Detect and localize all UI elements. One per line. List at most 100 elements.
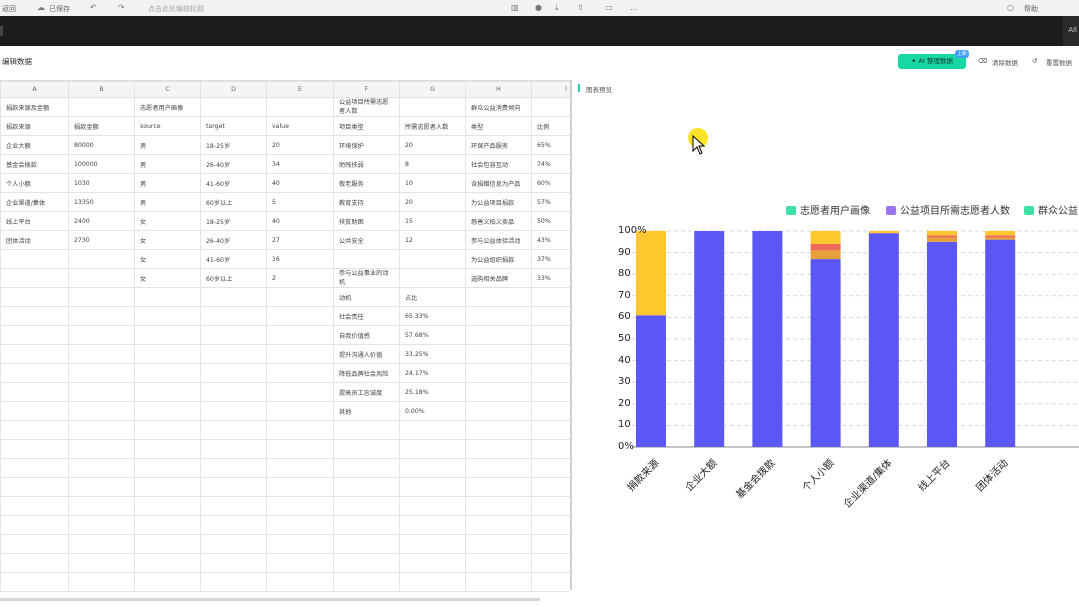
sheet-cell[interactable]: 26-40岁 [200,230,267,250]
sheet-cell[interactable] [0,553,69,573]
column-header[interactable]: G [399,81,466,98]
reset-data-button[interactable]: 重置数据 [1046,59,1072,67]
clear-data-button[interactable]: 清除数据 [992,59,1018,67]
column-header[interactable]: F [333,81,400,98]
sheet-cell[interactable]: 40 [266,173,334,193]
sheet-cell[interactable]: 16 [266,249,334,269]
sheet-cell[interactable] [134,363,201,383]
sheet-cell[interactable]: 教育支持 [333,192,400,212]
present-icon[interactable]: ▭ [605,3,613,12]
sheet-cell[interactable] [200,97,267,117]
sheet-cell[interactable] [531,439,570,459]
sheet-cell[interactable] [200,306,267,326]
sheet-cell[interactable]: 57% [531,192,570,212]
sheet-cell[interactable] [266,439,334,459]
sheet-cell[interactable]: 41-60岁 [200,249,267,269]
panel-divider[interactable] [570,80,572,590]
sheet-cell[interactable] [465,553,532,573]
sheet-cell[interactable] [531,496,570,516]
sheet-cell[interactable] [0,268,69,288]
sheet-cell[interactable]: 含捐赠信息为产品 [465,173,532,193]
sheet-cell[interactable]: 10 [399,173,466,193]
sheet-cell[interactable] [0,382,69,402]
sheet-cell[interactable]: 自我价值感 [333,325,400,345]
sheet-cell[interactable]: 选购相关品牌 [465,268,532,288]
sheet-cell[interactable]: value [266,116,334,136]
column-header[interactable]: B [68,81,135,98]
sheet-cell[interactable] [0,477,69,497]
sheet-cell[interactable]: 降低品牌社会风险 [333,363,400,383]
sheet-cell[interactable] [399,420,466,440]
sheet-cell[interactable] [465,439,532,459]
sheet-cell[interactable] [399,496,466,516]
sheet-cell[interactable]: 其他 [333,401,400,421]
sheet-cell[interactable]: 20 [399,135,466,155]
sheet-cell[interactable] [333,249,400,269]
legend-item[interactable]: 公益项目所需志愿者人数 [886,202,1010,217]
sheet-cell[interactable] [200,401,267,421]
sheet-cell[interactable] [531,458,570,478]
sheet-cell[interactable] [0,572,69,592]
sheet-cell[interactable]: 企业大额 [0,135,69,155]
sheet-cell[interactable]: 26-40岁 [200,154,267,174]
sheet-cell[interactable] [68,268,135,288]
sheet-cell[interactable] [531,325,570,345]
sheet-cell[interactable]: 0.00% [399,401,466,421]
sheet-cell[interactable] [134,306,201,326]
sheet-cell[interactable]: 项目类型 [333,116,400,136]
sheet-cell[interactable] [68,458,135,478]
sheet-cell[interactable] [0,458,69,478]
sheet-cell[interactable] [266,553,334,573]
sheet-cell[interactable] [531,515,570,535]
help-icon[interactable]: ○ [1007,3,1014,12]
sheet-cell[interactable] [531,420,570,440]
sheet-cell[interactable] [200,420,267,440]
sheet-cell[interactable]: 男 [134,173,201,193]
column-header[interactable]: E [266,81,334,98]
sheet-cell[interactable]: 公益项目所需志愿者人数 [333,97,400,117]
sheet-cell[interactable]: 助残扶弱 [333,154,400,174]
sheet-cell[interactable] [200,458,267,478]
sheet-cell[interactable] [68,496,135,516]
sheet-cell[interactable]: 57.68% [399,325,466,345]
redo-icon[interactable]: ↷ [118,3,125,12]
sheet-cell[interactable] [0,363,69,383]
sheet-cell[interactable]: 参与公益体验活动 [465,230,532,250]
sheet-cell[interactable] [200,363,267,383]
sheet-cell[interactable]: 60岁以上 [200,268,267,288]
sheet-cell[interactable] [0,496,69,516]
sheet-cell[interactable] [399,439,466,459]
sheet-cell[interactable] [531,363,570,383]
sheet-cell[interactable] [68,572,135,592]
sheet-cell[interactable]: 女 [134,230,201,250]
sheet-cell[interactable] [68,477,135,497]
sheet-cell[interactable]: 敬老服务 [333,173,400,193]
sheet-cell[interactable]: 社会责任 [333,306,400,326]
sheet-cell[interactable]: 女 [134,249,201,269]
clear-icon[interactable]: ⌫ [978,57,988,65]
sheet-cell[interactable] [68,515,135,535]
sheet-cell[interactable] [266,363,334,383]
sheet-cell[interactable] [266,420,334,440]
sheet-cell[interactable]: 20 [399,192,466,212]
sheet-cell[interactable] [333,458,400,478]
sheet-cell[interactable] [333,515,400,535]
sheet-cell[interactable]: 捐款来源 [0,116,69,136]
sheet-cell[interactable] [0,344,69,364]
sheet-cell[interactable] [465,382,532,402]
sheet-cell[interactable]: target [200,116,267,136]
sheet-cell[interactable] [399,553,466,573]
sheet-cell[interactable] [200,534,267,554]
back-link[interactable]: 返回 [2,5,16,13]
sheet-cell[interactable] [0,306,69,326]
chart-icon[interactable]: ▥ [511,3,519,12]
sheet-cell[interactable] [134,515,201,535]
sheet-cell[interactable] [333,534,400,554]
sheet-cell[interactable] [531,306,570,326]
sheet-cell[interactable] [465,325,532,345]
sheet-cell[interactable]: 动机 [333,287,400,307]
sheet-cell[interactable]: 25.18% [399,382,466,402]
sheet-cell[interactable]: 8 [399,154,466,174]
sheet-cell[interactable] [266,572,334,592]
sheet-cell[interactable] [465,306,532,326]
